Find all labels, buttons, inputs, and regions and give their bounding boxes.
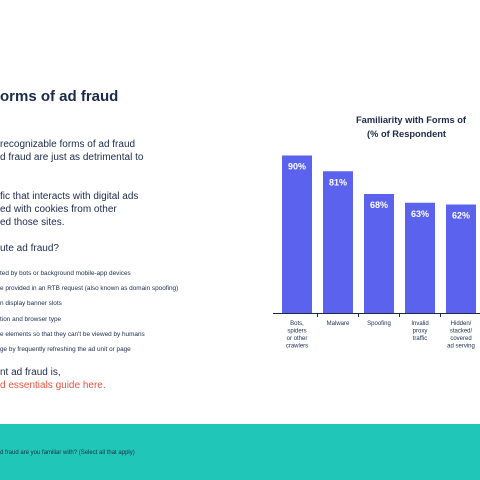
bar-value-label: 81% bbox=[329, 177, 347, 187]
definition-line-1: fic that interacts with digital ads bbox=[0, 191, 139, 202]
bar-value-label: 90% bbox=[288, 162, 306, 172]
category-label: Spoofing bbox=[367, 321, 391, 327]
closing-paragraph: nt ad fraud is, d essentials guide here. bbox=[0, 366, 106, 392]
intro-line-2: d fraud are just as detrimental to bbox=[0, 152, 144, 163]
list-item: e elements so that they can't be viewed … bbox=[0, 330, 145, 338]
category-label: Malware bbox=[327, 321, 350, 327]
footer-question: d fraud are you familiar with? (Select a… bbox=[0, 450, 135, 456]
page-title: orms of ad fraud bbox=[0, 88, 119, 105]
category-label: crawlers bbox=[286, 344, 308, 350]
category-label: Bots, bbox=[290, 321, 304, 327]
bar bbox=[364, 194, 394, 313]
bar-value-label: 63% bbox=[411, 209, 429, 219]
intro-line-1: recognizable forms of ad fraud bbox=[0, 139, 136, 150]
fraud-type-list: ted by bots or background mobile-app dev… bbox=[0, 266, 178, 357]
bar-value-label: 68% bbox=[370, 200, 388, 210]
list-item: ge by frequently refreshing the ad unit … bbox=[0, 346, 131, 354]
category-label: or other bbox=[287, 336, 308, 342]
bar bbox=[446, 204, 476, 313]
category-label: spiders bbox=[287, 329, 306, 335]
chart-title-line-1: Familiarity with Forms of bbox=[356, 115, 467, 125]
list-item: ted by bots or background mobile-app dev… bbox=[0, 270, 131, 277]
bar-value-label: 62% bbox=[452, 211, 470, 221]
category-label: covered bbox=[450, 336, 471, 342]
chart-title-line-2: (% of Respondent bbox=[367, 129, 447, 139]
category-label: Invalid bbox=[411, 321, 428, 327]
category-label: Hidden/ bbox=[451, 321, 472, 327]
chart-title: Familiarity with Forms of (% of Responde… bbox=[356, 113, 466, 141]
category-label: traffic bbox=[413, 336, 428, 342]
category-label: ad serving bbox=[447, 344, 475, 350]
definition-line-2: ed with cookies from other bbox=[0, 204, 117, 215]
essentials-guide-link[interactable]: d essentials guide here. bbox=[0, 380, 106, 391]
bar bbox=[323, 171, 353, 313]
definition-line-3: ed those sites. bbox=[0, 217, 65, 228]
list-item: n display banner slots bbox=[0, 300, 62, 308]
category-label: stacked/ bbox=[450, 329, 473, 335]
category-label: proxy bbox=[413, 329, 428, 335]
intro-paragraph: recognizable forms of ad fraud d fraud a… bbox=[0, 138, 143, 164]
bar bbox=[405, 202, 435, 313]
definition-paragraph: fic that interacts with digital ads ed w… bbox=[0, 190, 138, 229]
bar bbox=[282, 155, 312, 313]
closing-line: nt ad fraud is, bbox=[0, 367, 61, 378]
section-question: ute ad fraud? bbox=[0, 243, 59, 254]
list-item: e provided in an RTB request (also known… bbox=[0, 285, 179, 293]
footer-band: d fraud are you familiar with? (Select a… bbox=[0, 424, 480, 480]
list-item: tion and browser type bbox=[0, 315, 62, 323]
